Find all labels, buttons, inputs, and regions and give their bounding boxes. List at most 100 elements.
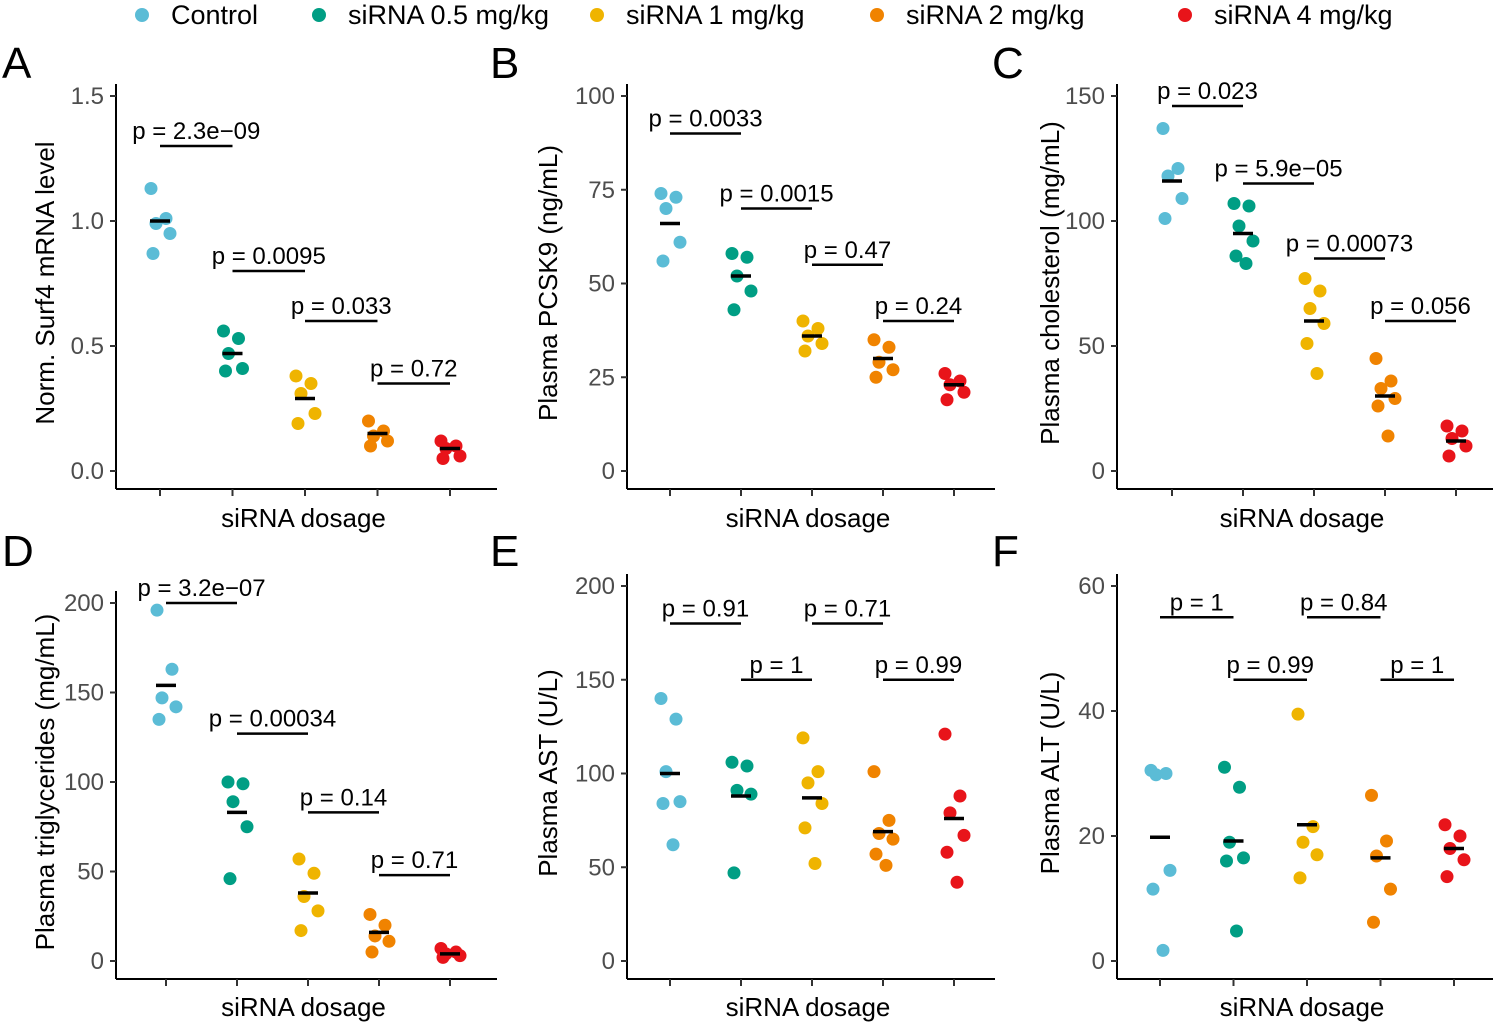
data-point: [1149, 768, 1163, 782]
data-point: [938, 367, 952, 380]
data-point: [240, 820, 254, 834]
data-point: [169, 700, 183, 714]
data-point: [163, 227, 177, 240]
legend-item: Control: [135, 0, 258, 30]
data-point: [1146, 882, 1160, 896]
y-tick-label: 100: [575, 761, 615, 788]
data-point: [654, 187, 668, 200]
data-point: [1218, 760, 1231, 774]
panel-letter: C: [992, 39, 1024, 88]
data-point: [808, 857, 822, 870]
data-point: [1384, 374, 1398, 388]
data-point: [150, 603, 164, 617]
y-axis-title: Plasma triglycerides (mg/mL): [30, 614, 60, 951]
data-point: [957, 385, 971, 399]
data-point: [378, 918, 392, 932]
data-point: [744, 787, 758, 801]
p-value-label: p = 0.91: [662, 596, 749, 623]
data-point: [363, 907, 377, 921]
data-point: [223, 872, 237, 886]
data-point: [1438, 818, 1452, 832]
panel-e: E 0 50 100 150 200 siRNA dosage Plasma AST (U/L…: [490, 527, 995, 1022]
data-point: [953, 789, 967, 803]
data-point: [436, 452, 450, 465]
y-tick-label: 100: [64, 769, 104, 796]
y-axis-title: Plasma PCSK9 (ng/mL): [533, 145, 563, 421]
data-point: [886, 363, 900, 377]
data-point: [1457, 853, 1471, 867]
data-point: [943, 806, 957, 820]
legend-label: siRNA 1 mg/kg: [626, 0, 805, 30]
legend-item: siRNA 2 mg/kg: [870, 0, 1085, 30]
data-point: [1232, 219, 1246, 233]
y-tick-label: 0: [602, 458, 615, 485]
legend-item: siRNA 1 mg/kg: [590, 0, 805, 30]
p-value-label: p = 0.24: [875, 293, 962, 320]
y-tick-label: 50: [588, 854, 615, 881]
x-axis-title: siRNA dosage: [726, 503, 891, 533]
data-point: [815, 797, 829, 810]
data-point: [311, 904, 325, 918]
data-point: [957, 828, 971, 842]
y-tick-label: 0: [1092, 948, 1105, 975]
data-point: [727, 303, 741, 317]
data-point: [149, 217, 163, 230]
data-point: [146, 247, 160, 260]
data-point: [1310, 367, 1324, 380]
data-point: [744, 284, 758, 298]
data-point: [307, 866, 321, 880]
y-tick-label: 150: [575, 667, 615, 694]
y-axis-title: Plasma ALT (U/L): [1035, 672, 1065, 875]
data-point: [656, 797, 670, 810]
y-axis-title: Plasma AST (U/L): [533, 669, 563, 877]
y-tick-label: 0: [91, 948, 104, 975]
data-point: [221, 775, 235, 789]
y-tick-label: 50: [588, 271, 615, 298]
data-point: [364, 439, 377, 453]
data-point: [659, 202, 673, 215]
data-point: [872, 827, 886, 840]
y-tick-label: 20: [1078, 823, 1105, 850]
data-point: [1370, 849, 1383, 863]
data-point: [1171, 162, 1185, 175]
y-tick-label: 60: [1078, 573, 1105, 600]
data-point: [1306, 820, 1320, 834]
panel-b: B 0 25 50 75 100 siRNA dosage Plasma PCSK9 (ng/…: [490, 39, 995, 533]
data-point: [362, 414, 375, 428]
y-tick-label: 100: [575, 83, 615, 110]
data-point: [940, 393, 954, 407]
y-tick-label: 0: [1092, 458, 1105, 485]
data-point: [1388, 392, 1402, 405]
y-tick-label: 100: [1065, 208, 1105, 235]
data-point: [656, 254, 670, 268]
data-point: [811, 322, 825, 335]
data-point: [798, 344, 812, 358]
data-point: [1293, 871, 1307, 885]
data-point: [1227, 197, 1241, 210]
data-point: [666, 838, 680, 852]
y-tick-label: 1.0: [71, 208, 104, 235]
data-point: [725, 247, 739, 260]
y-tick-label: 0.5: [71, 333, 104, 360]
p-value-label: p = 0.84: [1300, 589, 1387, 616]
legend-label: siRNA 4 mg/kg: [1214, 0, 1393, 30]
data-point: [1156, 943, 1170, 957]
legend-label: siRNA 0.5 mg/kg: [348, 0, 550, 30]
panel-d: D 0 50 100 150 200 siRNA dosage Plasma triglyce…: [2, 527, 497, 1022]
legend: Control siRNA 0.5 mg/kg siRNA 1 mg/kg siRNA…: [0, 0, 1500, 32]
x-axis-title: siRNA dosage: [1220, 503, 1385, 533]
p-value-label: p = 5.9e−05: [1214, 156, 1342, 183]
data-point: [1381, 429, 1395, 443]
data-point: [869, 370, 883, 384]
legend-item: siRNA 0.5 mg/kg: [312, 0, 549, 30]
data-point: [727, 866, 741, 880]
data-point: [1453, 829, 1467, 843]
data-point: [152, 712, 166, 726]
data-point: [796, 731, 810, 745]
data-point: [382, 934, 396, 948]
data-point: [740, 250, 754, 264]
data-point: [1156, 122, 1170, 135]
panel-letter: D: [2, 527, 34, 576]
data-point: [1220, 854, 1233, 868]
